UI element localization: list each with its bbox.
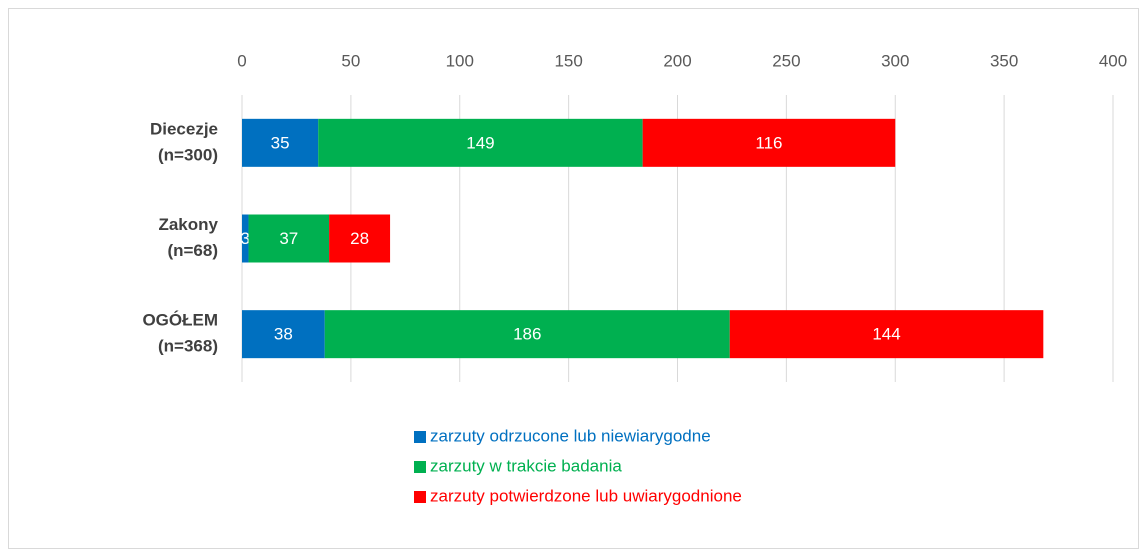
bar-segment [729, 310, 1044, 359]
data-label: 35 [271, 133, 290, 152]
data-label: 149 [466, 133, 494, 152]
category-label: Zakony [158, 215, 218, 234]
bar-segment [642, 118, 896, 167]
bar-segment [248, 214, 330, 263]
x-tick-label: 50 [341, 51, 360, 70]
data-label: 186 [513, 325, 541, 344]
data-label: 3 [241, 229, 250, 248]
legend-label: zarzuty potwierdzone lub uwiarygodnione [430, 486, 742, 505]
x-tick-label: 200 [663, 51, 691, 70]
category-label: (n=300) [158, 145, 218, 164]
legend-swatch [414, 431, 426, 443]
data-label: 28 [350, 229, 369, 248]
bar-segment [242, 310, 325, 359]
data-label: 144 [872, 325, 900, 344]
chart-frame [8, 8, 1139, 549]
category-label: Diecezje [150, 119, 218, 138]
x-tick-label: 400 [1099, 51, 1127, 70]
category-label: (n=68) [167, 241, 218, 260]
data-label: 38 [274, 325, 293, 344]
legend-label: zarzuty odrzucone lub niewiarygodne [430, 426, 711, 445]
bar-segment [242, 214, 249, 263]
data-label: 116 [755, 133, 782, 152]
x-tick-label: 150 [554, 51, 582, 70]
category-label: (n=368) [158, 337, 218, 356]
x-tick-label: 350 [990, 51, 1018, 70]
bar-segment [318, 118, 643, 167]
legend-swatch [414, 461, 426, 473]
legend-swatch [414, 491, 426, 503]
x-tick-label: 300 [881, 51, 909, 70]
bar-segment [329, 214, 391, 263]
x-tick-label: 0 [237, 51, 246, 70]
data-label: 37 [279, 229, 298, 248]
x-tick-label: 250 [772, 51, 800, 70]
bar-segment [242, 118, 319, 167]
category-label: OGÓŁEM [142, 311, 218, 330]
x-tick-label: 100 [446, 51, 474, 70]
bar-segment [324, 310, 730, 359]
legend-label: zarzuty w trakcie badania [430, 456, 622, 475]
